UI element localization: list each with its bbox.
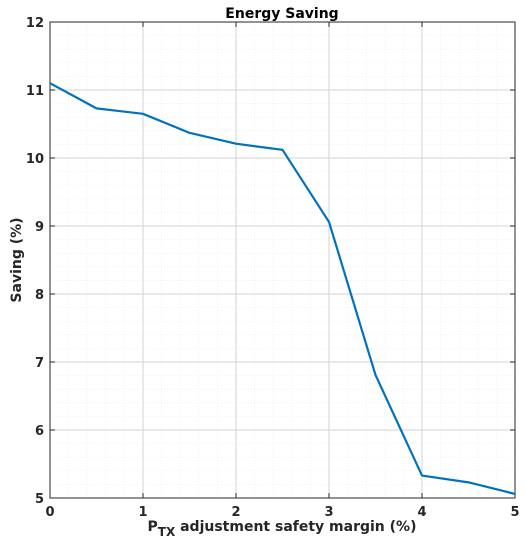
y-tick-label: 7 [35,356,44,371]
x-tick-label: 1 [138,505,147,520]
x-axis-label-subscript: TX [158,525,176,539]
x-tick-label: 3 [324,505,333,520]
y-tick-label: 10 [26,152,44,167]
axis-ticks [49,21,516,499]
y-tick-label: 8 [35,288,44,303]
x-axis-label-rest: adjustment safety margin (%) [175,519,416,535]
x-tick-label: 2 [231,505,240,520]
plot-background [50,22,515,498]
y-tick-labels: 5 6 7 8 9 10 11 12 [26,16,44,507]
y-tick-label: 12 [26,16,44,31]
x-tick-label: 4 [417,505,426,520]
x-tick-label: 0 [45,505,54,520]
x-tick-label: 5 [510,505,519,520]
y-tick-label: 11 [26,84,44,99]
y-tick-label: 5 [35,492,44,507]
y-axis-label: Saving (%) [9,217,25,302]
chart-title: Energy Saving [225,6,338,22]
x-tick-labels: 0 1 2 3 4 5 [45,505,519,520]
y-tick-label: 6 [35,424,44,439]
x-axis-label-main: P [148,519,158,535]
y-tick-label: 9 [35,220,44,235]
series-layer [49,82,516,495]
x-axis-label: PTX adjustment safety margin (%) [148,519,417,539]
plot-frame [49,21,516,499]
